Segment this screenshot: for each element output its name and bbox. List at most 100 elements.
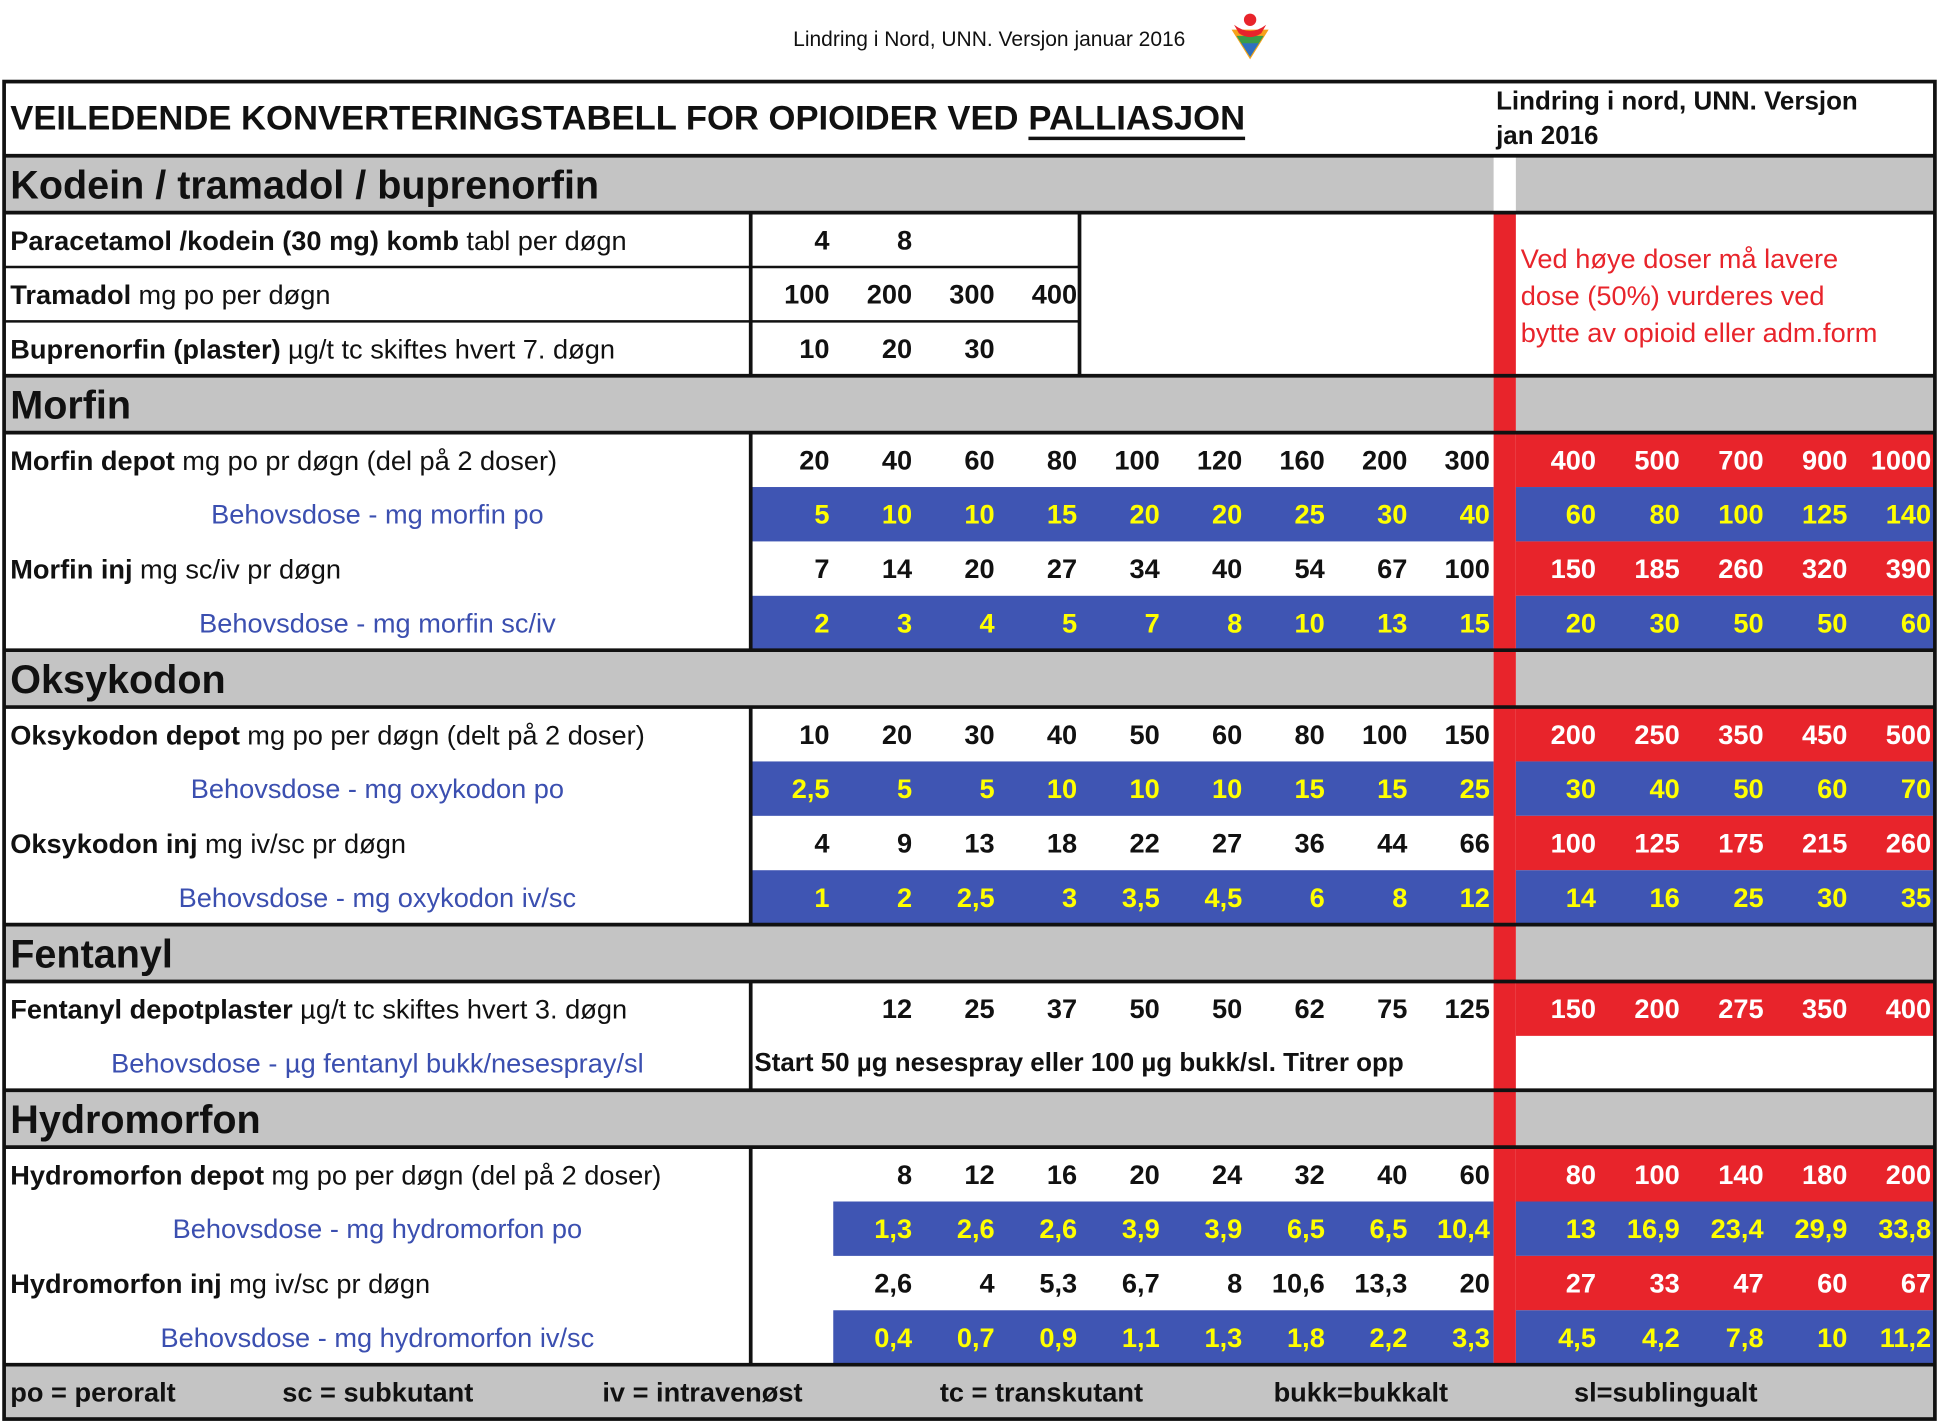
- dose: 20: [799, 444, 829, 475]
- high-dose: 450: [1802, 719, 1847, 750]
- high-dose-bg: [1515, 432, 1935, 488]
- dose: 32: [1295, 1159, 1325, 1190]
- dose: 150: [1445, 719, 1490, 750]
- high-dose: 80: [1566, 1159, 1596, 1190]
- prn-high-dose: 29,9: [1794, 1213, 1847, 1244]
- row-label: Buprenorfin (plaster) µg/t tc skiftes hve…: [10, 333, 615, 364]
- dose-bg: [750, 595, 1494, 651]
- prn-label: Behovsdose - mg morfin po: [211, 499, 543, 530]
- high-dose: 1000: [1871, 444, 1931, 475]
- row-label-bold: Morfin depot: [10, 444, 175, 475]
- high-dose: 500: [1634, 444, 1679, 475]
- section-header-bg: [4, 155, 1494, 213]
- high-dose: 150: [1551, 553, 1596, 584]
- prn-dose: 25: [1295, 499, 1325, 530]
- dose: 27: [1047, 553, 1077, 584]
- row-label-bold: Oksykodon depot: [10, 719, 240, 750]
- prn-dose: 8: [1227, 608, 1242, 639]
- logo: [1231, 13, 1269, 60]
- section-header-bg: [4, 375, 1494, 433]
- prn-high-dose: 13: [1566, 1213, 1596, 1244]
- dose: 400: [1032, 279, 1077, 310]
- prn-dose: 3,3: [1452, 1322, 1490, 1353]
- row-label-bold: Fentanyl depotplaster: [10, 993, 293, 1024]
- dose: 300: [949, 279, 994, 310]
- prn-dose: 0,7: [957, 1322, 995, 1353]
- dose: 9: [897, 828, 912, 859]
- prn-dose: 6,5: [1370, 1213, 1408, 1244]
- prn-dose: 2: [897, 882, 912, 913]
- prn-high-dose: 20: [1566, 608, 1596, 639]
- dose: 6,7: [1122, 1268, 1160, 1299]
- high-dose: 175: [1718, 828, 1763, 859]
- dose: 125: [1445, 993, 1490, 1024]
- dose: 13: [964, 828, 994, 859]
- prn-label: Behovsdose - mg hydromorfon po: [173, 1213, 583, 1244]
- row-label: Fentanyl depotplaster µg/t tc skiftes hve…: [10, 993, 627, 1024]
- title-underlined: PALLIASJON: [1028, 100, 1245, 138]
- dose: 200: [1362, 444, 1407, 475]
- high-dose-bg: [1515, 981, 1935, 1036]
- dose: 40: [1377, 1159, 1407, 1190]
- prn-dose: 2,2: [1370, 1322, 1408, 1353]
- prn-high-dose: 4,2: [1642, 1322, 1680, 1353]
- dose: 10: [799, 719, 829, 750]
- row-label-bold: Buprenorfin (plaster): [10, 333, 280, 364]
- high-dose: 60: [1817, 1268, 1847, 1299]
- prn-high-dose: 4,5: [1558, 1322, 1596, 1353]
- row-label-text: tabl per døgn: [466, 224, 626, 255]
- high-dose-bg: [1515, 815, 1935, 871]
- dose: 8: [897, 1159, 912, 1190]
- prn-high-dose: 10: [1817, 1322, 1847, 1353]
- high-dose: 350: [1802, 993, 1847, 1024]
- dose: 20: [964, 553, 994, 584]
- row-label-text: mg sc/iv pr døgn: [140, 553, 341, 584]
- high-dose: 125: [1634, 828, 1679, 859]
- dose: 60: [1460, 1159, 1490, 1190]
- row-label-bold: Tramadol: [10, 279, 131, 310]
- row-label-text: µg/t tc skiftes hvert 7. døgn: [288, 333, 615, 364]
- prn-high-dose: 23,4: [1711, 1213, 1764, 1244]
- dose: 10,6: [1272, 1268, 1325, 1299]
- high-dose-bg: [1515, 1255, 1935, 1311]
- prn-dose: 10,4: [1437, 1213, 1490, 1244]
- note-line: dose (50%) vurderes ved: [1521, 280, 1825, 311]
- high-dose: 400: [1886, 993, 1931, 1024]
- dose-bg: [750, 487, 1494, 542]
- dose: 36: [1295, 828, 1325, 859]
- high-dose-bg: [1515, 541, 1935, 596]
- section-header-bg: [4, 650, 1494, 708]
- dose: 80: [1047, 444, 1077, 475]
- high-dose: 200: [1886, 1159, 1931, 1190]
- dose: 34: [1129, 553, 1159, 584]
- prn-dose: 12: [1460, 882, 1490, 913]
- high-dose-bg: [1515, 870, 1935, 925]
- prn-dose: 0,9: [1039, 1322, 1077, 1353]
- footer-item: sl=sublingualt: [1574, 1376, 1758, 1407]
- dose-bg: [750, 761, 1494, 816]
- prn-high-dose: 33,8: [1878, 1213, 1931, 1244]
- prn-high-dose: 50: [1733, 773, 1763, 804]
- prn-high-dose: 16: [1650, 882, 1680, 913]
- dose: 37: [1047, 993, 1077, 1024]
- high-dose: 47: [1733, 1268, 1763, 1299]
- prn-dose: 40: [1460, 499, 1490, 530]
- prn-dose: 10: [1212, 773, 1242, 804]
- dose: 60: [1212, 719, 1242, 750]
- high-dose: 200: [1551, 719, 1596, 750]
- dose: 20: [882, 719, 912, 750]
- dose: 4: [814, 828, 829, 859]
- prn-dose: 1: [814, 882, 829, 913]
- prn-dose: 15: [1047, 499, 1077, 530]
- prn-dose: 10: [1129, 773, 1159, 804]
- dose: 200: [867, 279, 912, 310]
- dose: 60: [964, 444, 994, 475]
- high-dose-bg: [1515, 707, 1935, 762]
- prn-dose: 30: [1377, 499, 1407, 530]
- prn-dose: 7: [1145, 608, 1160, 639]
- prn-dose: 20: [1129, 499, 1159, 530]
- prn-dose: 0,4: [874, 1322, 912, 1353]
- prn-dose: 10: [1295, 608, 1325, 639]
- dose: 27: [1212, 828, 1242, 859]
